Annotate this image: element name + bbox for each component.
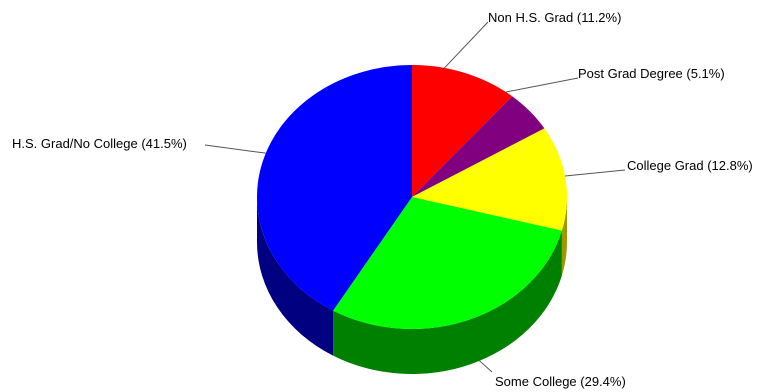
slice-label-post-grad-degree: Post Grad Degree (5.1%) (578, 66, 725, 81)
slice-label-hs-grad-no-college: H.S. Grad/No College (41.5%) (12, 136, 187, 151)
slice-label-some-college: Some College (29.4%) (495, 374, 626, 389)
slice-labels: Non H.S. Grad (11.2%) Post Grad Degree (… (12, 10, 753, 389)
pie-slice-non-hs-grad (412, 65, 513, 197)
pie-slices (256, 65, 567, 330)
pie-slice-post-grad-degree (412, 96, 545, 197)
pie-slice-some-college (333, 197, 562, 330)
leader-line-some-college (479, 360, 493, 373)
label-leaders (204, 21, 626, 373)
pie-side-college-grad (561, 197, 567, 276)
pie-slice-college-grad (412, 128, 567, 231)
leader-line-non-hs-grad (444, 21, 489, 69)
pie-slice-hs-grad-no-college (256, 65, 412, 311)
leader-line-post-grad-degree (505, 77, 579, 93)
pie-side-some-college (333, 230, 562, 374)
slice-label-college-grad: College Grad (12.8%) (627, 158, 753, 173)
slice-label-non-hs-grad: Non H.S. Grad (11.2%) (488, 10, 621, 25)
leader-line-college-grad (564, 169, 626, 177)
pie-sides (257, 197, 567, 374)
pie-side-hs-grad-no-college (257, 197, 334, 356)
leader-line-hs-grad-no-college (204, 144, 266, 154)
